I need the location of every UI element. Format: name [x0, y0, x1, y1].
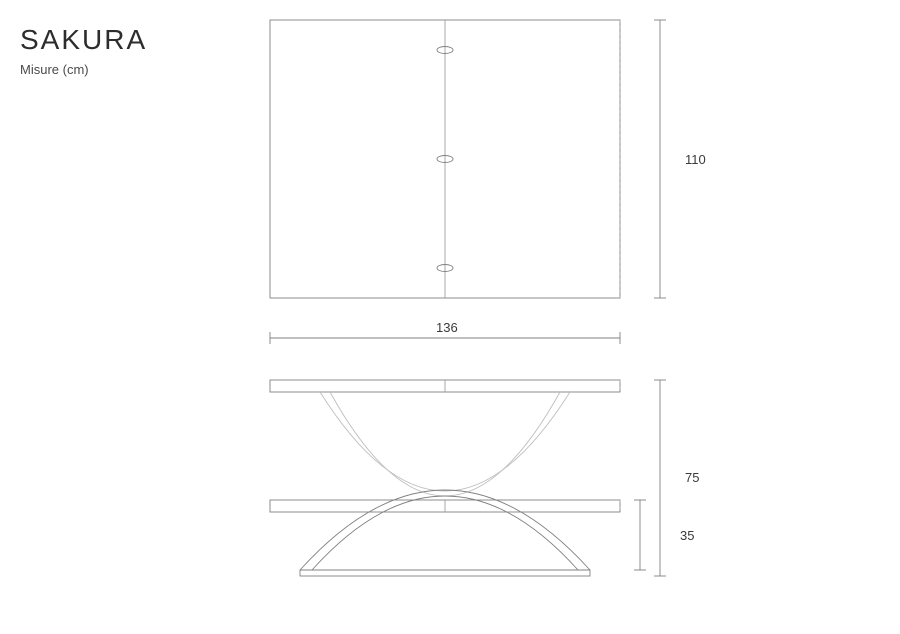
- dim-height-high: [654, 380, 666, 576]
- dim-height-low-label: 35: [680, 528, 694, 543]
- dim-depth: [654, 20, 666, 298]
- page: SAKURA Misure (cm): [0, 0, 900, 634]
- dim-height-low: [634, 500, 646, 570]
- front-view: [270, 380, 620, 576]
- technical-drawing: [0, 0, 900, 634]
- top-view: [270, 20, 620, 298]
- dim-height-high-label: 75: [685, 470, 699, 485]
- dim-width-label: 136: [436, 320, 458, 335]
- dim-depth-label: 110: [685, 152, 706, 167]
